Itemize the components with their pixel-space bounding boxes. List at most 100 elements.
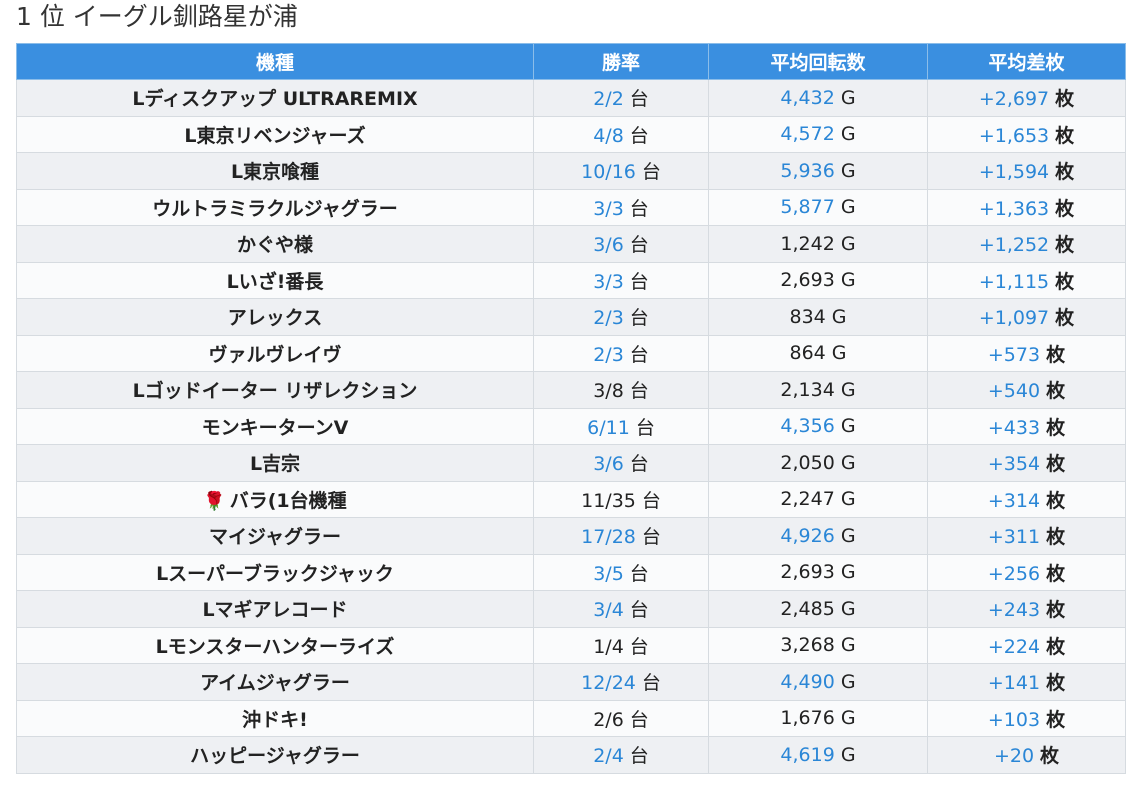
- win-rate-cell: 3/8 台: [533, 371, 709, 409]
- table-row[interactable]: Lディスクアップ ULTRAREMIX 2/2 台 4,432 G +2,697 枚: [16, 79, 1126, 117]
- avg-diff-unit: 枚: [1040, 745, 1060, 768]
- avg-diff-unit: 枚: [1046, 343, 1066, 366]
- avg-spins-cell: 4,432 G: [708, 79, 928, 117]
- avg-diff-value: +256: [987, 562, 1041, 585]
- win-rate-value: 2/3: [593, 307, 624, 330]
- win-rate-unit: 台: [641, 526, 661, 549]
- table-row[interactable]: ヴァルヴレイヴ 2/3 台 864 G +573 枚: [16, 334, 1126, 372]
- table-row[interactable]: L東京リベンジャーズ 4/8 台 4,572 G +1,653 枚: [16, 115, 1126, 153]
- table-row[interactable]: ウルトラミラクルジャグラー 3/3 台 5,877 G +1,363 枚: [16, 188, 1126, 226]
- win-rate-value: 3/8: [593, 380, 624, 403]
- win-rate-value: 3/3: [593, 270, 624, 293]
- table-row[interactable]: アイムジャグラー 12/24 台 4,490 G +141 枚: [16, 663, 1126, 701]
- avg-diff-cell: +314 枚: [927, 480, 1126, 518]
- win-rate-unit: 台: [629, 745, 649, 768]
- avg-diff-cell: +2,697 枚: [927, 79, 1126, 117]
- win-rate-cell: 1/4 台: [533, 626, 709, 664]
- header-win-rate[interactable]: 勝率: [533, 43, 709, 80]
- win-rate-value: 3/6: [593, 453, 624, 476]
- avg-spins-value: 5,936: [780, 159, 835, 182]
- table-row[interactable]: ハッピージャグラー 2/4 台 4,619 G +20 枚: [16, 736, 1126, 774]
- avg-spins-unit: G: [840, 707, 856, 730]
- page-title: 1 位 イーグル釧路星が浦: [16, 2, 298, 31]
- win-rate-unit: 台: [641, 672, 661, 695]
- win-rate-value: 3/4: [593, 599, 624, 622]
- avg-diff-unit: 枚: [1055, 197, 1075, 220]
- avg-diff-unit: 枚: [1055, 270, 1075, 293]
- avg-diff-unit: 枚: [1055, 124, 1075, 147]
- avg-spins-cell: 4,356 G: [708, 407, 928, 445]
- table-row[interactable]: Lスーパーブラックジャック 3/5 台 2,693 G +256 枚: [16, 553, 1126, 591]
- avg-spins-value: 2,134: [780, 378, 835, 401]
- table-row[interactable]: Lマギアレコード 3/4 台 2,485 G +243 枚: [16, 590, 1126, 628]
- avg-spins-cell: 1,676 G: [708, 699, 928, 737]
- avg-spins-unit: G: [840, 561, 856, 584]
- avg-spins-value: 834: [789, 305, 826, 328]
- table-row[interactable]: L東京喰種 10/16 台 5,936 G +1,594 枚: [16, 152, 1126, 190]
- avg-spins-value: 2,485: [780, 597, 835, 620]
- win-rate-cell: 2/2 台: [533, 79, 709, 117]
- table-row[interactable]: 🌹 バラ(1台機種 11/35 台 2,247 G +314 枚: [16, 480, 1126, 518]
- header-avg-diff[interactable]: 平均差枚: [927, 43, 1126, 80]
- machine-name-cell: ハッピージャグラー: [16, 736, 534, 774]
- machine-name: Lスーパーブラックジャック: [156, 562, 394, 585]
- win-rate-cell: 12/24 台: [533, 663, 709, 701]
- header-avg-spins[interactable]: 平均回転数: [708, 43, 928, 80]
- avg-diff-value: +20: [993, 745, 1035, 768]
- avg-spins-unit: G: [831, 342, 847, 365]
- avg-diff-unit: 枚: [1046, 453, 1066, 476]
- avg-spins-unit: G: [840, 159, 856, 182]
- avg-spins-cell: 4,572 G: [708, 115, 928, 153]
- table-row[interactable]: マイジャグラー 17/28 台 4,926 G +311 枚: [16, 517, 1126, 555]
- avg-diff-unit: 枚: [1055, 161, 1075, 184]
- table-row[interactable]: アレックス 2/3 台 834 G +1,097 枚: [16, 298, 1126, 336]
- avg-spins-unit: G: [840, 232, 856, 255]
- avg-diff-value: +103: [987, 708, 1041, 731]
- win-rate-value: 3/6: [593, 234, 624, 257]
- avg-spins-cell: 2,693 G: [708, 553, 928, 591]
- win-rate-cell: 3/6 台: [533, 444, 709, 482]
- header-machine[interactable]: 機種: [16, 43, 534, 80]
- avg-diff-cell: +20 枚: [927, 736, 1126, 774]
- win-rate-unit: 台: [629, 88, 649, 111]
- avg-spins-value: 2,247: [780, 488, 835, 511]
- table-row[interactable]: 沖ドキ! 2/6 台 1,676 G +103 枚: [16, 699, 1126, 737]
- avg-diff-value: +1,653: [978, 124, 1050, 147]
- avg-diff-cell: +103 枚: [927, 699, 1126, 737]
- avg-diff-cell: +256 枚: [927, 553, 1126, 591]
- avg-spins-cell: 5,936 G: [708, 152, 928, 190]
- avg-spins-cell: 4,926 G: [708, 517, 928, 555]
- win-rate-value: 2/2: [593, 88, 624, 111]
- table-row[interactable]: L吉宗 3/6 台 2,050 G +354 枚: [16, 444, 1126, 482]
- avg-diff-cell: +1,594 枚: [927, 152, 1126, 190]
- avg-diff-value: +1,363: [978, 197, 1050, 220]
- machine-name-cell: L東京喰種: [16, 152, 534, 190]
- avg-spins-unit: G: [840, 86, 856, 109]
- avg-spins-value: 5,877: [780, 196, 835, 219]
- win-rate-unit: 台: [629, 708, 649, 731]
- avg-spins-cell: 2,050 G: [708, 444, 928, 482]
- table-row[interactable]: Lいざ!番長 3/3 台 2,693 G +1,115 枚: [16, 261, 1126, 299]
- avg-spins-unit: G: [840, 196, 856, 219]
- win-rate-value: 2/6: [593, 708, 624, 731]
- avg-diff-cell: +1,115 枚: [927, 261, 1126, 299]
- win-rate-cell: 2/3 台: [533, 298, 709, 336]
- table-row[interactable]: かぐや様 3/6 台 1,242 G +1,252 枚: [16, 225, 1126, 263]
- table-row[interactable]: モンキーターンV 6/11 台 4,356 G +433 枚: [16, 407, 1126, 445]
- table-row[interactable]: Lモンスターハンターライズ 1/4 台 3,268 G +224 枚: [16, 626, 1126, 664]
- win-rate-value: 10/16: [581, 161, 636, 184]
- win-rate-unit: 台: [641, 489, 661, 512]
- avg-spins-unit: G: [840, 524, 856, 547]
- machine-name: バラ(1台機種: [229, 489, 347, 512]
- machine-name-cell: Lゴッドイーター リザレクション: [16, 371, 534, 409]
- avg-spins-value: 1,676: [780, 707, 835, 730]
- table-row[interactable]: Lゴッドイーター リザレクション 3/8 台 2,134 G +540 枚: [16, 371, 1126, 409]
- win-rate-unit: 台: [629, 599, 649, 622]
- win-rate-value: 11/35: [581, 489, 636, 512]
- avg-diff-cell: +1,653 枚: [927, 115, 1126, 153]
- win-rate-value: 3/5: [593, 562, 624, 585]
- avg-spins-unit: G: [840, 451, 856, 474]
- avg-spins-cell: 2,134 G: [708, 371, 928, 409]
- machine-name: Lいざ!番長: [226, 270, 324, 293]
- machine-name-cell: ウルトラミラクルジャグラー: [16, 188, 534, 226]
